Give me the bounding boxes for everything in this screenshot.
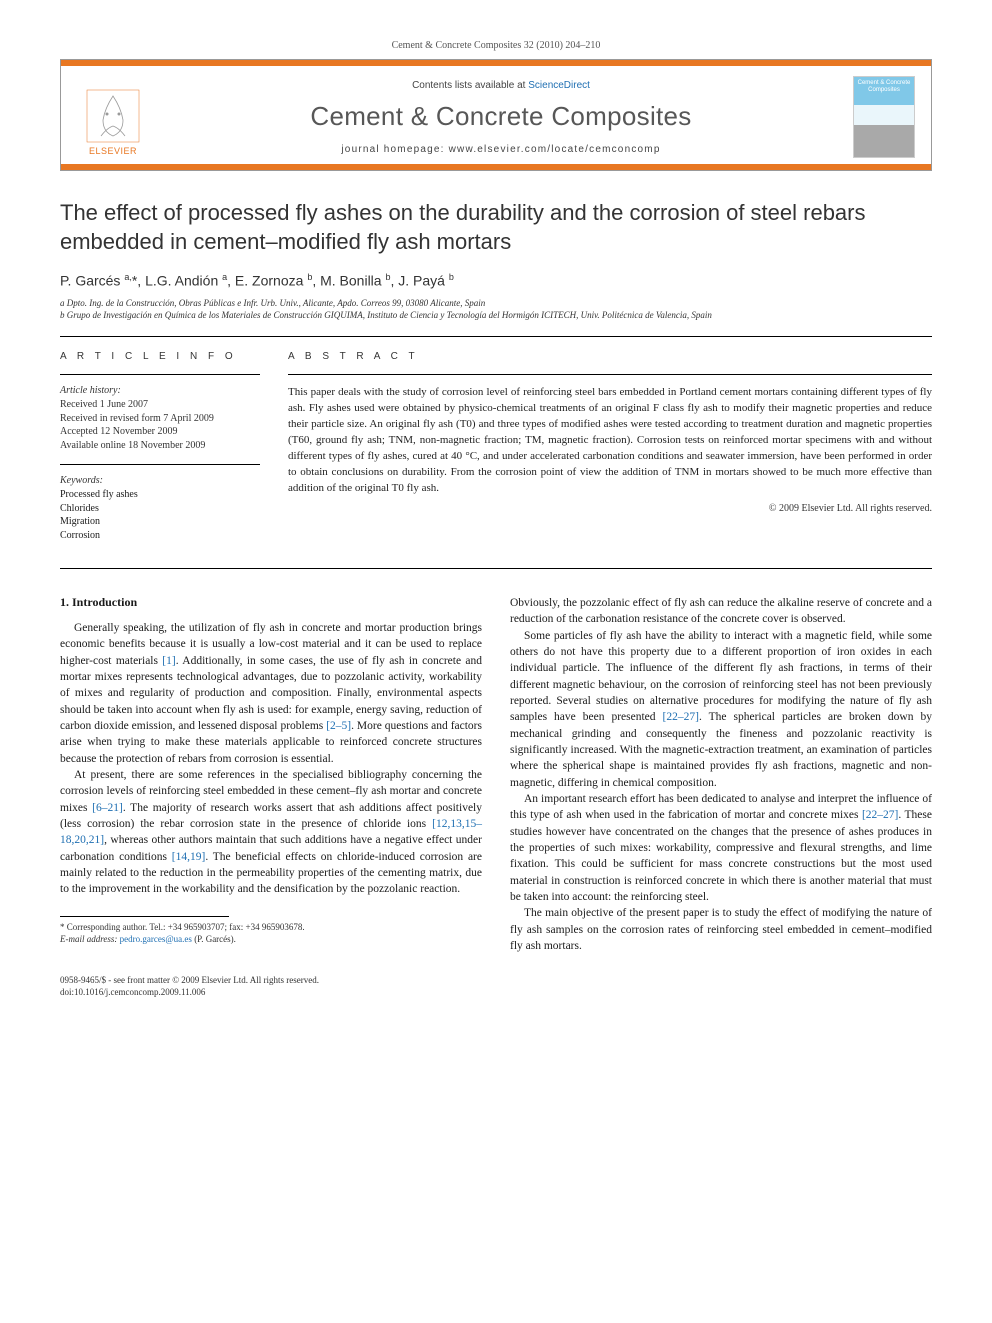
affiliations: a Dpto. Ing. de la Construcción, Obras P… xyxy=(60,297,932,322)
affiliation-b: b Grupo de Investigación en Química de l… xyxy=(60,309,932,322)
article-title: The effect of processed fly ashes on the… xyxy=(60,199,932,256)
affiliation-a: a Dpto. Ing. de la Construcción, Obras P… xyxy=(60,297,932,310)
sciencedirect-link[interactable]: ScienceDirect xyxy=(528,80,590,91)
footer-doi: doi:10.1016/j.cemconcomp.2009.11.006 xyxy=(60,986,932,998)
journal-name: Cement & Concrete Composites xyxy=(149,101,853,132)
abstract-text: This paper deals with the study of corro… xyxy=(288,385,932,497)
body-paragraph: At present, there are some references in… xyxy=(60,767,482,898)
contents-list-line: Contents lists available at ScienceDirec… xyxy=(149,80,853,91)
journal-homepage: journal homepage: www.elsevier.com/locat… xyxy=(149,144,853,155)
keyword: Corrosion xyxy=(60,529,260,543)
journal-cover-thumbnail: Cement & Concrete Composites xyxy=(853,76,915,158)
keywords-label: Keywords: xyxy=(60,475,260,486)
footer-front-matter: 0958-9465/$ - see front matter © 2009 El… xyxy=(60,974,932,986)
author-email[interactable]: pedro.garces@ua.es xyxy=(120,934,192,944)
section-heading-introduction: 1. Introduction xyxy=(60,595,482,610)
corresponding-author-footnote: * Corresponding author. Tel.: +34 965903… xyxy=(60,921,482,945)
footnote-divider xyxy=(60,916,229,917)
header-citation: Cement & Concrete Composites 32 (2010) 2… xyxy=(60,40,932,51)
body-paragraph: Obviously, the pozzolanic effect of fly … xyxy=(510,595,932,628)
body-paragraph: An important research effort has been de… xyxy=(510,791,932,905)
body-paragraph: Some particles of fly ash have the abili… xyxy=(510,628,932,791)
article-history-label: Article history: xyxy=(60,385,260,396)
article-info-label: A R T I C L E I N F O xyxy=(60,351,260,362)
history-accepted: Accepted 12 November 2009 xyxy=(60,425,260,439)
keyword: Chlorides xyxy=(60,502,260,516)
history-received: Received 1 June 2007 xyxy=(60,398,260,412)
body-paragraph: Generally speaking, the utilization of f… xyxy=(60,620,482,767)
abstract-label: A B S T R A C T xyxy=(288,351,932,362)
authors-line: P. Garcés a,*, L.G. Andión a, E. Zornoza… xyxy=(60,272,932,289)
keyword: Migration xyxy=(60,515,260,529)
history-revised: Received in revised form 7 April 2009 xyxy=(60,412,260,426)
divider xyxy=(60,374,260,375)
history-online: Available online 18 November 2009 xyxy=(60,439,260,453)
page-footer: 0958-9465/$ - see front matter © 2009 El… xyxy=(60,974,932,998)
divider xyxy=(288,374,932,375)
divider xyxy=(60,464,260,465)
abstract-copyright: © 2009 Elsevier Ltd. All rights reserved… xyxy=(288,503,932,514)
divider xyxy=(60,568,932,569)
body-paragraph: The main objective of the present paper … xyxy=(510,905,932,954)
journal-header-box: ELSEVIER Contents lists available at Sci… xyxy=(60,59,932,171)
elsevier-logo: ELSEVIER xyxy=(77,78,149,156)
publisher-name: ELSEVIER xyxy=(89,146,137,156)
keyword: Processed fly ashes xyxy=(60,488,260,502)
